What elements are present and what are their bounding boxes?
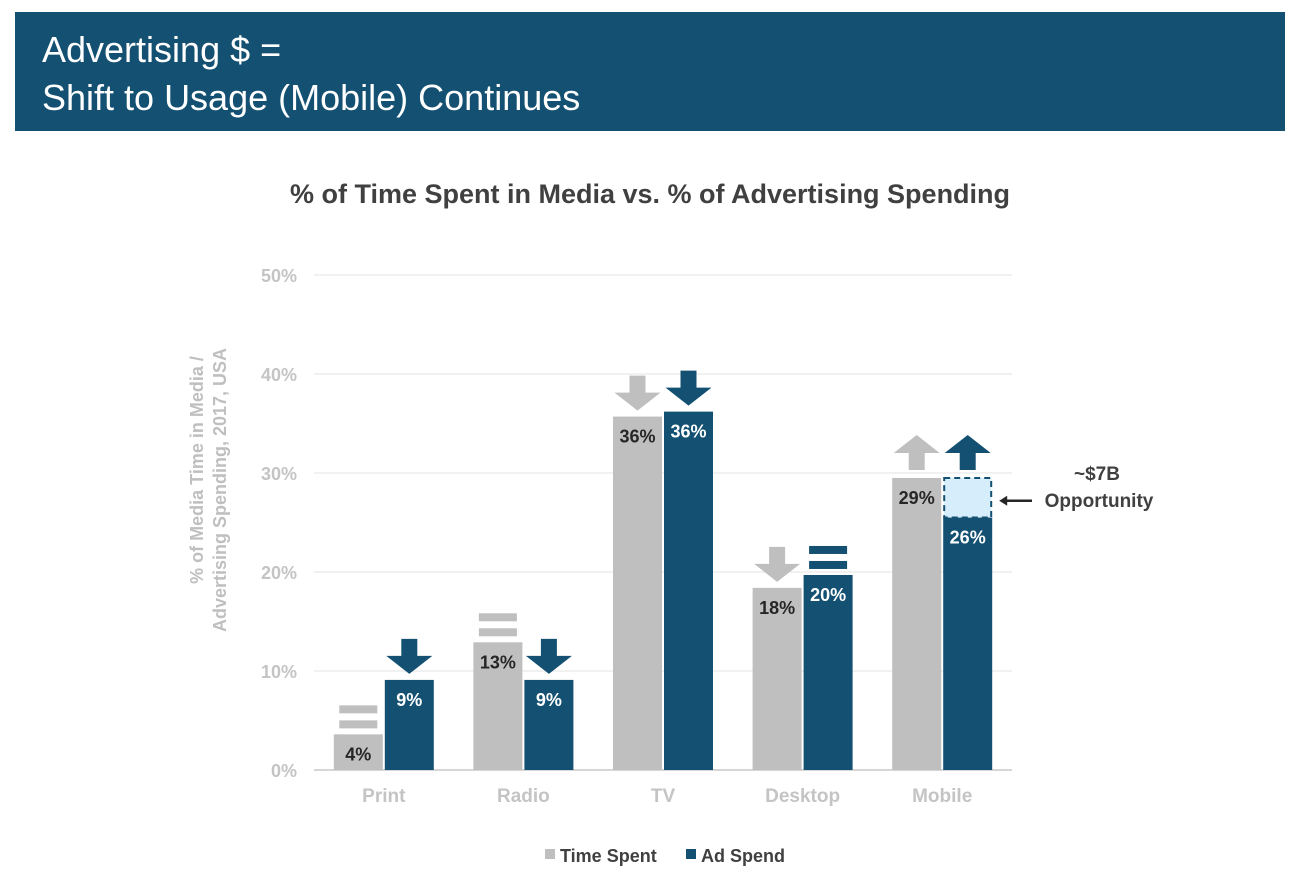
y-tick-label: 50% (261, 266, 297, 286)
legend: Time Spent Ad Spend (545, 846, 785, 866)
equal-icon (478, 613, 517, 637)
data-label: 9% (536, 690, 562, 710)
opportunity-gap-box (943, 476, 993, 519)
data-label: 36% (670, 422, 706, 442)
legend-swatch-ad-spend (686, 849, 696, 859)
down-arrow-icon (525, 638, 572, 674)
trend-icons (339, 370, 991, 729)
x-tick-label: Mobile (912, 786, 972, 807)
x-tick-label: Desktop (765, 786, 840, 807)
legend-swatch-time-spent (545, 849, 555, 859)
bar-time-spent-tv (613, 416, 662, 770)
y-axis-label-line-2: Advertising Spending, 2017, USA (210, 348, 230, 632)
up-arrow-icon (944, 434, 991, 470)
y-tick-label: 30% (261, 464, 297, 484)
bar-time-spent-mobile (892, 477, 942, 770)
y-tick-label: 20% (261, 563, 297, 583)
x-tick-label: TV (651, 786, 676, 807)
legend-label-ad-spend: Ad Spend (701, 846, 785, 866)
data-label: 4% (345, 744, 371, 764)
bar-ad-spend-radio (524, 679, 574, 770)
slide-title-line-2: Shift to Usage (Mobile) Continues (42, 77, 581, 118)
equal-icon (339, 705, 378, 729)
y-tick-label: 40% (261, 365, 297, 385)
legend-label-time-spent: Time Spent (560, 846, 657, 866)
x-axis-ticks: Print Radio TV Desktop Mobile (362, 786, 972, 807)
bar-time-spent-print (333, 734, 383, 770)
slide-title-line-1: Advertising $ = (42, 29, 282, 70)
annotation-text-line-1: ~$7B (1074, 464, 1120, 485)
y-tick-label: 10% (261, 662, 297, 682)
y-axis-label: % of Media Time in Media / Advertising S… (187, 348, 230, 632)
down-arrow-icon (665, 370, 712, 406)
bars (333, 411, 993, 770)
bar-time-spent-desktop (752, 587, 802, 770)
y-axis-ticks: 0% 10% 20% 30% 40% 50% (261, 266, 297, 781)
bar-time-spent-radio (473, 642, 523, 770)
data-labels: 4% 9% 13% 9% 36% 36% 18% 20% 29% 26% (345, 422, 985, 765)
data-label: 20% (810, 585, 846, 605)
down-arrow-icon (614, 375, 661, 411)
annotation-arrow-head-icon (999, 495, 1008, 506)
data-label: 26% (950, 528, 986, 548)
data-label: 29% (899, 488, 935, 508)
data-label: 18% (759, 598, 795, 618)
chart-title: % of Time Spent in Media vs. % of Advert… (290, 179, 1010, 209)
down-arrow-icon (386, 638, 433, 674)
y-axis-label-line-1: % of Media Time in Media / (187, 356, 207, 584)
data-label: 9% (396, 690, 422, 710)
equal-icon (809, 545, 848, 569)
header-band: Advertising $ = Shift to Usage (Mobile) … (15, 12, 1285, 131)
up-arrow-icon (893, 434, 940, 470)
data-label: 36% (619, 427, 655, 447)
annotation-text-line-2: Opportunity (1045, 491, 1154, 512)
y-tick-label: 0% (271, 761, 297, 781)
data-label: 13% (480, 652, 516, 672)
opportunity-annotation: ~$7B Opportunity (943, 464, 1154, 519)
bar-ad-spend-desktop (803, 574, 853, 770)
bar-ad-spend-print (384, 679, 434, 770)
bar-ad-spend-mobile (943, 517, 993, 770)
x-tick-label: Radio (497, 786, 550, 807)
x-tick-label: Print (362, 786, 406, 807)
bar-ad-spend-tv (664, 411, 713, 770)
down-arrow-icon (754, 546, 801, 582)
